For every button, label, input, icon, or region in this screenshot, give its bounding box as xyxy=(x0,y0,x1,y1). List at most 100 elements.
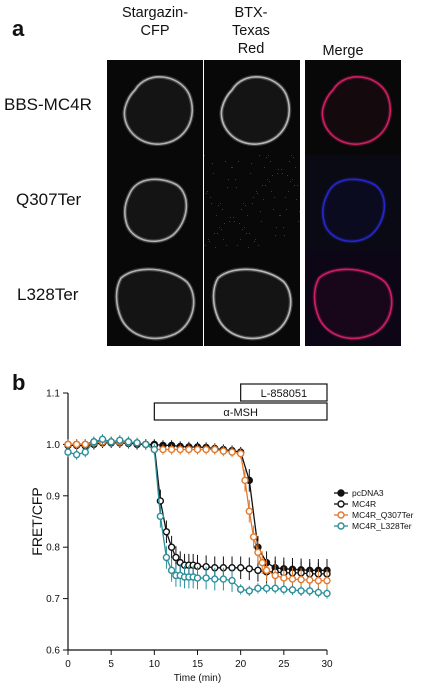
panel-a-letter: a xyxy=(12,16,25,41)
data-point xyxy=(193,574,202,582)
data-point xyxy=(262,584,271,593)
row-label-l328ter: L328Ter xyxy=(17,285,79,304)
y-tick-label: 1.1 xyxy=(46,389,60,400)
row-label-bbs-mc4r: BBS-MC4R xyxy=(4,95,92,114)
data-point xyxy=(262,566,271,575)
data-point xyxy=(167,543,176,551)
data-point xyxy=(254,584,262,593)
data-point xyxy=(219,575,228,583)
row-label-q307ter: Q307Ter xyxy=(16,190,82,209)
data-point xyxy=(124,438,133,446)
column-header-text: Stargazin- CFP xyxy=(121,5,189,39)
y-tick-label: 0.6 xyxy=(46,646,60,657)
data-point xyxy=(236,585,245,594)
micrograph-q307ter-merge xyxy=(305,155,401,251)
data-point xyxy=(167,445,176,454)
series-mc4r xyxy=(64,437,331,586)
data-point xyxy=(314,588,323,597)
micrograph-bbs-mc4r-merge xyxy=(305,60,401,156)
legend-marker xyxy=(337,522,345,530)
legend-marker xyxy=(337,489,345,497)
data-point xyxy=(98,435,107,443)
y-tick-label: 1.0 xyxy=(46,440,60,451)
data-point xyxy=(271,571,279,580)
data-point xyxy=(107,438,115,446)
data-point xyxy=(306,587,314,595)
x-tick-label: 10 xyxy=(149,659,161,670)
treatment-bar-box xyxy=(153,402,328,421)
data-point xyxy=(236,449,245,458)
panel-b-letter: b xyxy=(12,370,26,395)
data-point xyxy=(249,533,258,541)
x-axis-label: Time (min) xyxy=(174,673,221,684)
data-point xyxy=(159,445,167,454)
legend-marker xyxy=(337,500,345,508)
data-point xyxy=(133,439,141,447)
data-point xyxy=(64,440,72,449)
data-point xyxy=(202,574,210,582)
data-point xyxy=(156,512,165,521)
data-point xyxy=(236,564,245,572)
series-line xyxy=(68,441,327,582)
x-tick-label: 30 xyxy=(321,659,333,670)
legend-label: MC4R_L328Ter xyxy=(352,521,412,531)
data-point xyxy=(72,450,81,459)
y-tick-label: 0.8 xyxy=(46,543,60,554)
data-point xyxy=(245,507,254,515)
micrograph-bbs-mc4r-stargazin-cfp xyxy=(107,60,203,156)
data-point xyxy=(141,440,150,449)
data-point xyxy=(172,553,180,562)
y-tick-label: 0.7 xyxy=(46,594,60,605)
data-point xyxy=(162,528,171,536)
micrograph-q307ter-btx-texas-red xyxy=(204,155,300,251)
data-point xyxy=(254,566,262,575)
data-point xyxy=(297,575,305,584)
data-point xyxy=(258,558,266,567)
data-point xyxy=(176,445,184,454)
y-tick-label: 0.9 xyxy=(46,491,60,502)
legend-label: MC4R xyxy=(352,499,376,509)
data-point xyxy=(167,566,176,575)
legend-entry: MC4R xyxy=(334,499,376,509)
treatment-bar-label: L-858051 xyxy=(261,388,308,400)
data-point xyxy=(193,445,202,454)
column-header-text: Merge xyxy=(322,43,364,59)
data-point xyxy=(219,447,228,455)
data-point xyxy=(116,436,124,444)
column-header-text: BTX- Texas Red xyxy=(232,5,270,57)
data-point xyxy=(297,587,305,595)
column-header-stargazin-cfp: Stargazin- CFP xyxy=(100,4,210,40)
micrograph-l328ter-merge xyxy=(305,250,401,346)
series-mc4r_l328ter xyxy=(64,434,331,599)
data-point xyxy=(228,448,236,456)
x-tick-label: 25 xyxy=(278,659,290,670)
data-point xyxy=(211,575,219,583)
data-point xyxy=(245,565,254,573)
data-point xyxy=(72,440,81,449)
data-point xyxy=(306,576,314,584)
treatment-bar: L-858051 xyxy=(240,383,328,402)
fret-cfp-time-course-chart: 0.6 0.7 0.8 0.9 1.0 1.1 0 5 10 15 20 25 30 FRET/CFP Ti… xyxy=(29,383,414,684)
micrograph-l328ter-btx-texas-red xyxy=(204,250,300,346)
data-point xyxy=(280,585,288,594)
data-point xyxy=(314,576,323,585)
data-point xyxy=(202,445,210,454)
data-point xyxy=(280,574,288,582)
y-axis-label: FRET/CFP xyxy=(29,487,45,555)
x-tick-label: 20 xyxy=(235,659,247,670)
data-point xyxy=(162,553,171,562)
legend-entry: MC4R_L328Ter xyxy=(334,521,412,531)
data-point xyxy=(288,586,297,594)
x-tick-label: 15 xyxy=(192,659,204,670)
legend-label: MC4R_Q307Ter xyxy=(352,510,414,520)
data-point xyxy=(185,445,193,454)
column-header-merge: Merge xyxy=(288,42,398,60)
data-point xyxy=(211,445,219,454)
x-tick-label: 5 xyxy=(108,659,114,670)
legend-entry: pcDNA3 xyxy=(334,488,384,498)
treatment-bar-box xyxy=(240,383,328,402)
data-point xyxy=(254,548,262,557)
micrograph-q307ter-stargazin-cfp xyxy=(107,155,203,251)
data-point xyxy=(90,438,98,446)
data-point xyxy=(245,587,254,595)
